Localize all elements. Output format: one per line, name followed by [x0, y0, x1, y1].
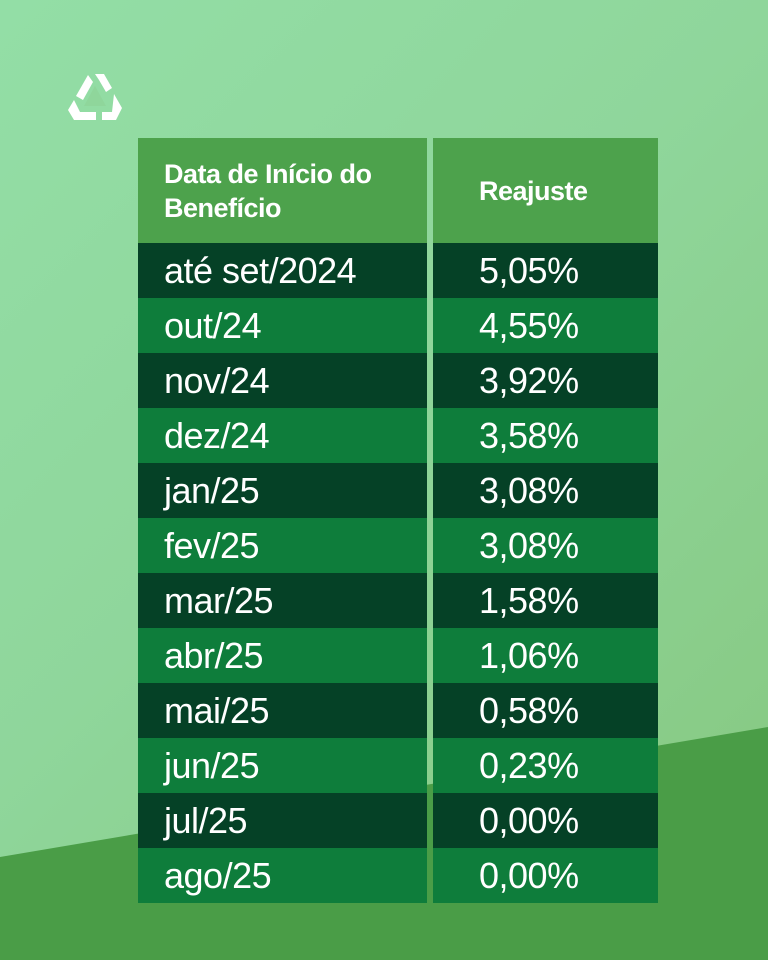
- recycle-triangle-logo-icon: [66, 70, 124, 124]
- row-reajuste-value: 1,58%: [433, 573, 658, 628]
- row-date: jan/25: [138, 463, 427, 518]
- row-date: abr/25: [138, 628, 427, 683]
- table-row: nov/24 3,92%: [138, 353, 658, 408]
- row-date: dez/24: [138, 408, 427, 463]
- table-row: dez/24 3,58%: [138, 408, 658, 463]
- header-data-inicio: Data de Início do Benefício: [138, 138, 427, 243]
- reajuste-table: Data de Início do Benefício Reajuste até…: [138, 138, 658, 903]
- row-reajuste-value: 0,23%: [433, 738, 658, 793]
- header-data-inicio-label: Data de Início do Benefício: [164, 158, 372, 223]
- table-row: mai/25 0,58%: [138, 683, 658, 738]
- row-reajuste-value: 3,58%: [433, 408, 658, 463]
- row-reajuste-value: 0,00%: [433, 793, 658, 848]
- row-reajuste-value: 0,00%: [433, 848, 658, 903]
- row-reajuste-value: 3,92%: [433, 353, 658, 408]
- table-row: jul/25 0,00%: [138, 793, 658, 848]
- table-row: jan/25 3,08%: [138, 463, 658, 518]
- row-reajuste-value: 0,58%: [433, 683, 658, 738]
- row-date: mar/25: [138, 573, 427, 628]
- table-row: fev/25 3,08%: [138, 518, 658, 573]
- table-row: mar/25 1,58%: [138, 573, 658, 628]
- row-reajuste-value: 4,55%: [433, 298, 658, 353]
- table-row: jun/25 0,23%: [138, 738, 658, 793]
- table-body: até set/2024 5,05% out/24 4,55% nov/24 3,92% d…: [138, 243, 658, 903]
- row-reajuste-value: 3,08%: [433, 518, 658, 573]
- table-row: ago/25 0,00%: [138, 848, 658, 903]
- row-reajuste-value: 5,05%: [433, 243, 658, 298]
- table-row: out/24 4,55%: [138, 298, 658, 353]
- header-reajuste-label: Reajuste: [479, 175, 588, 206]
- row-date: até set/2024: [138, 243, 427, 298]
- row-date: out/24: [138, 298, 427, 353]
- row-reajuste-value: 1,06%: [433, 628, 658, 683]
- row-reajuste-value: 3,08%: [433, 463, 658, 518]
- row-date: ago/25: [138, 848, 427, 903]
- row-date: fev/25: [138, 518, 427, 573]
- row-date: nov/24: [138, 353, 427, 408]
- table-header-row: Data de Início do Benefício Reajuste: [138, 138, 658, 243]
- row-date: jun/25: [138, 738, 427, 793]
- table-row: abr/25 1,06%: [138, 628, 658, 683]
- row-date: mai/25: [138, 683, 427, 738]
- table-row: até set/2024 5,05%: [138, 243, 658, 298]
- header-reajuste: Reajuste: [433, 138, 658, 243]
- row-date: jul/25: [138, 793, 427, 848]
